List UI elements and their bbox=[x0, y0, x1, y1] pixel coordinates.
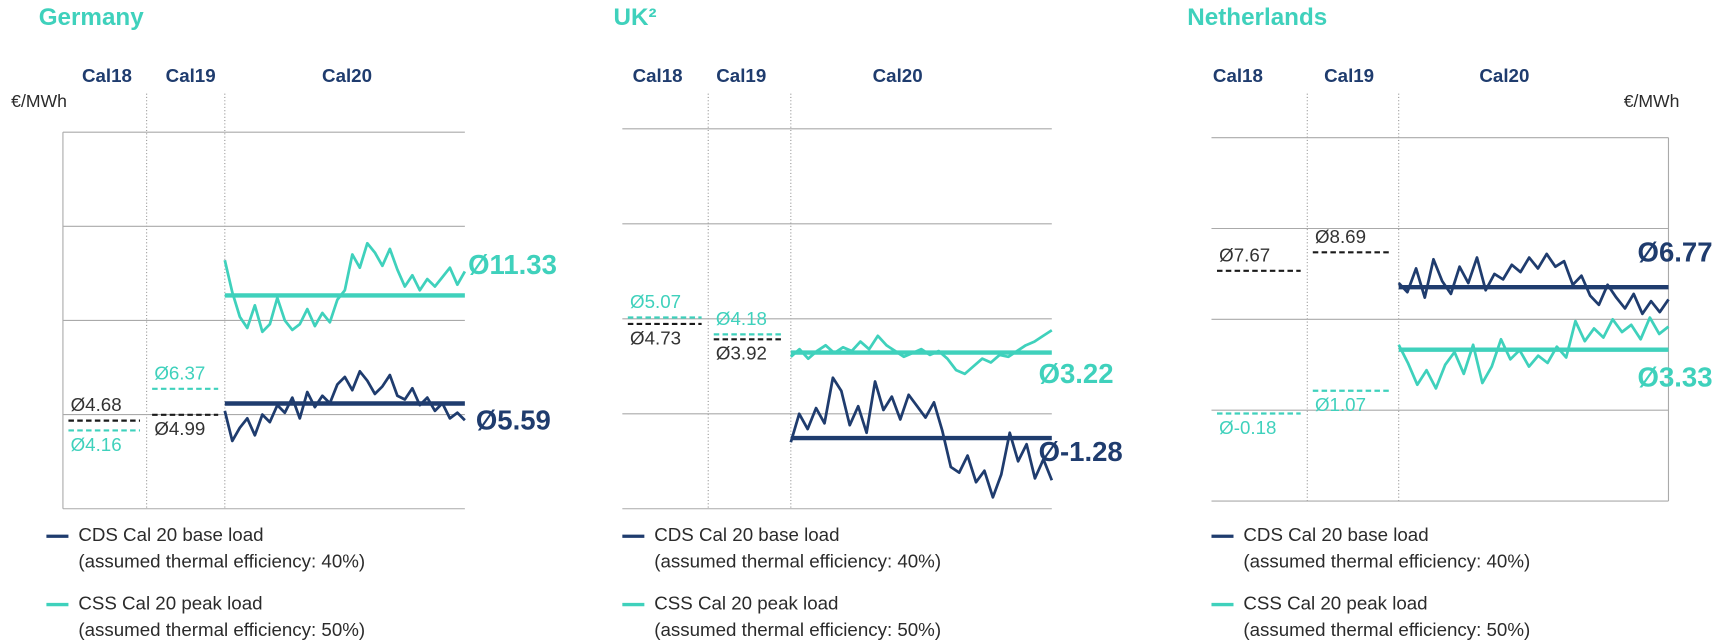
period-label: Cal18 bbox=[1213, 65, 1263, 86]
average-label: Ø4.18 bbox=[716, 308, 767, 329]
legend-label: CDS Cal 20 base load bbox=[78, 524, 263, 545]
period-label: Cal18 bbox=[633, 65, 683, 86]
period-label: Cal19 bbox=[716, 65, 766, 86]
panel-title: Netherlands bbox=[1187, 4, 1327, 31]
legend-label: CSS Cal 20 peak load bbox=[654, 592, 838, 613]
average-label: Ø7.67 bbox=[1219, 244, 1270, 265]
average-label: Ø3.22 bbox=[1039, 358, 1114, 389]
unit-label: €/MWh bbox=[11, 91, 67, 111]
period-label: Cal19 bbox=[1324, 65, 1374, 86]
average-label: Ø5.07 bbox=[630, 291, 681, 312]
average-label: Ø1.07 bbox=[1315, 394, 1366, 415]
legend-label: CSS Cal 20 peak load bbox=[1243, 592, 1427, 613]
average-label: Ø-0.18 bbox=[1219, 417, 1276, 438]
legend-note: (assumed thermal efficiency: 40%) bbox=[78, 551, 365, 572]
series-line bbox=[223, 241, 467, 334]
legend-label: CSS Cal 20 peak load bbox=[78, 592, 262, 613]
period-label: Cal20 bbox=[322, 65, 372, 86]
series-line bbox=[223, 369, 466, 443]
average-label: Ø5.59 bbox=[476, 404, 551, 435]
period-label: Cal20 bbox=[873, 65, 923, 86]
average-label: Ø6.37 bbox=[154, 362, 205, 383]
legend-note: (assumed thermal efficiency: 50%) bbox=[654, 619, 941, 640]
period-label: Cal20 bbox=[1479, 65, 1529, 86]
average-label: Ø3.33 bbox=[1638, 362, 1713, 393]
series-line bbox=[1397, 316, 1670, 390]
average-label: Ø4.68 bbox=[71, 394, 122, 415]
panel-title: Germany bbox=[39, 4, 145, 31]
legend-note: (assumed thermal efficiency: 40%) bbox=[654, 551, 941, 572]
period-label: Cal18 bbox=[82, 65, 132, 86]
average-label: Ø4.99 bbox=[154, 418, 205, 439]
unit-label: €/MWh bbox=[1624, 91, 1680, 111]
legend-note: (assumed thermal efficiency: 50%) bbox=[78, 619, 365, 640]
average-label: Ø4.73 bbox=[630, 327, 681, 348]
average-label: Ø3.92 bbox=[716, 343, 767, 364]
average-label: Ø6.77 bbox=[1638, 236, 1713, 267]
average-label: Ø8.69 bbox=[1315, 226, 1366, 247]
legend-note: (assumed thermal efficiency: 50%) bbox=[1243, 619, 1530, 640]
average-label: Ø-1.28 bbox=[1039, 436, 1123, 467]
legend-label: CDS Cal 20 base load bbox=[1243, 524, 1428, 545]
panel-title: UK² bbox=[614, 4, 657, 31]
series-line bbox=[1397, 252, 1670, 316]
legend-note: (assumed thermal efficiency: 40%) bbox=[1243, 551, 1530, 572]
period-label: Cal19 bbox=[166, 65, 216, 86]
average-label: Ø11.33 bbox=[468, 249, 557, 280]
legend-label: CDS Cal 20 base load bbox=[654, 524, 839, 545]
average-label: Ø4.16 bbox=[71, 434, 122, 455]
